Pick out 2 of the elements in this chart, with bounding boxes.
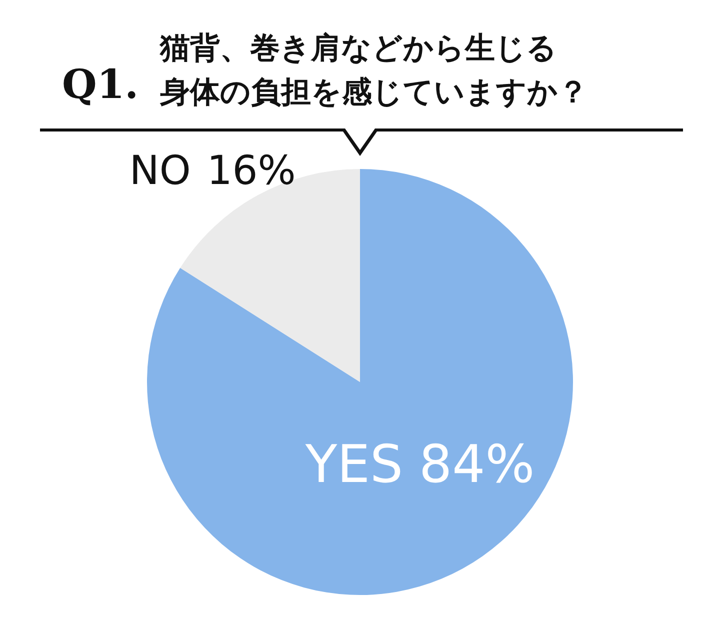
title: Q1.	[62, 61, 139, 108]
subtitle: 猫背、巻き肩などから生じる身体の負担を感じていますか？	[160, 31, 588, 110]
